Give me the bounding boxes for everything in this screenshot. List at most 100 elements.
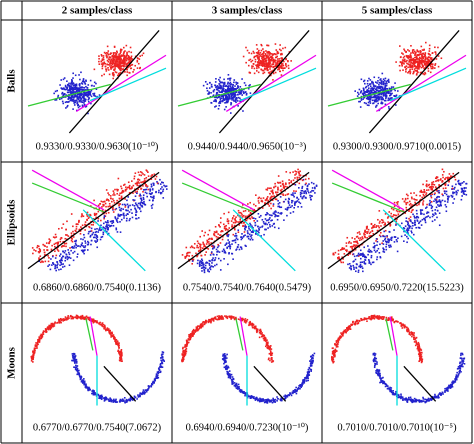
- red-point: [95, 213, 97, 216]
- red-point: [277, 68, 279, 71]
- red-point: [288, 51, 291, 53]
- red-point: [392, 215, 394, 218]
- red-point: [139, 66, 142, 69]
- red-point: [98, 60, 100, 63]
- blue-point: [93, 94, 95, 97]
- red-point: [411, 68, 414, 70]
- blue-point: [240, 248, 243, 250]
- red-point: [279, 44, 281, 46]
- red-point: [100, 200, 103, 203]
- red-point: [367, 231, 369, 233]
- blue-point: [366, 82, 369, 85]
- red-point: [215, 230, 218, 233]
- blue-point: [219, 76, 221, 79]
- red-point: [133, 177, 136, 180]
- blue-point: [385, 243, 388, 246]
- blue-point: [159, 357, 162, 359]
- red-point: [282, 47, 284, 50]
- blue-point: [228, 83, 231, 85]
- blue-point: [99, 397, 102, 400]
- blue-point: [234, 94, 237, 96]
- red-point: [377, 229, 379, 232]
- blue-point: [437, 195, 439, 198]
- red-point: [377, 218, 379, 221]
- blue-point: [438, 199, 441, 201]
- red-point: [253, 55, 256, 58]
- blue-point: [74, 361, 76, 363]
- red-point: [294, 174, 296, 176]
- blue-point: [387, 106, 390, 108]
- blue-point: [302, 178, 305, 181]
- blue-point: [405, 229, 408, 231]
- red-point: [101, 55, 103, 57]
- blue-point: [137, 206, 139, 209]
- red-point: [392, 208, 395, 211]
- blue-point: [82, 379, 84, 382]
- blue-point: [381, 102, 384, 104]
- red-point: [346, 249, 348, 251]
- red-point: [355, 244, 357, 246]
- red-point: [116, 58, 119, 61]
- red-point: [126, 52, 128, 55]
- red-point: [121, 191, 123, 193]
- blue-point: [387, 92, 390, 95]
- scatter-plot: [177, 168, 318, 274]
- red-point: [258, 207, 261, 209]
- blue-point: [88, 230, 90, 233]
- blue-point: [406, 241, 408, 244]
- red-point: [347, 254, 349, 256]
- separator-line: [331, 182, 405, 213]
- blue-point: [306, 184, 309, 187]
- blue-point: [252, 231, 254, 234]
- blue-point: [287, 197, 290, 200]
- red-point: [290, 181, 292, 184]
- blue-point: [142, 391, 144, 394]
- blue-point: [86, 249, 89, 251]
- blue-point: [104, 397, 106, 399]
- red-point: [53, 325, 56, 327]
- blue-point: [384, 87, 387, 90]
- red-point: [409, 65, 412, 68]
- blue-point: [297, 205, 299, 208]
- blue-point: [280, 212, 283, 214]
- blue-point: [431, 209, 434, 212]
- red-point: [121, 64, 123, 67]
- blue-point: [76, 369, 78, 371]
- blue-point: [100, 224, 102, 227]
- blue-point: [370, 263, 372, 266]
- red-point: [110, 336, 112, 338]
- red-point: [44, 328, 47, 330]
- blue-point: [96, 235, 98, 238]
- red-point: [67, 315, 70, 317]
- blue-point: [407, 232, 409, 234]
- blue-point: [310, 198, 312, 201]
- blue-point: [457, 179, 460, 182]
- red-point: [274, 65, 277, 68]
- red-point: [114, 67, 116, 69]
- red-point: [40, 333, 43, 336]
- red-point: [269, 197, 272, 199]
- blue-point: [65, 101, 68, 103]
- red-point: [246, 217, 249, 220]
- red-point: [384, 229, 387, 232]
- red-point: [258, 56, 260, 59]
- blue-point: [56, 263, 59, 265]
- red-point: [429, 56, 431, 59]
- blue-point: [389, 92, 392, 95]
- blue-point: [104, 228, 107, 230]
- blue-point: [233, 99, 235, 101]
- red-point: [70, 213, 73, 215]
- blue-point: [80, 238, 82, 240]
- blue-point: [388, 88, 391, 90]
- red-point: [338, 258, 340, 260]
- blue-point: [76, 90, 78, 92]
- red-point: [262, 48, 264, 50]
- red-point: [117, 59, 120, 61]
- red-point: [102, 63, 104, 66]
- red-point: [402, 69, 404, 71]
- red-point: [114, 60, 117, 63]
- red-point: [206, 240, 209, 243]
- blue-point: [435, 206, 438, 209]
- blue-point: [227, 98, 230, 101]
- red-point: [102, 55, 105, 57]
